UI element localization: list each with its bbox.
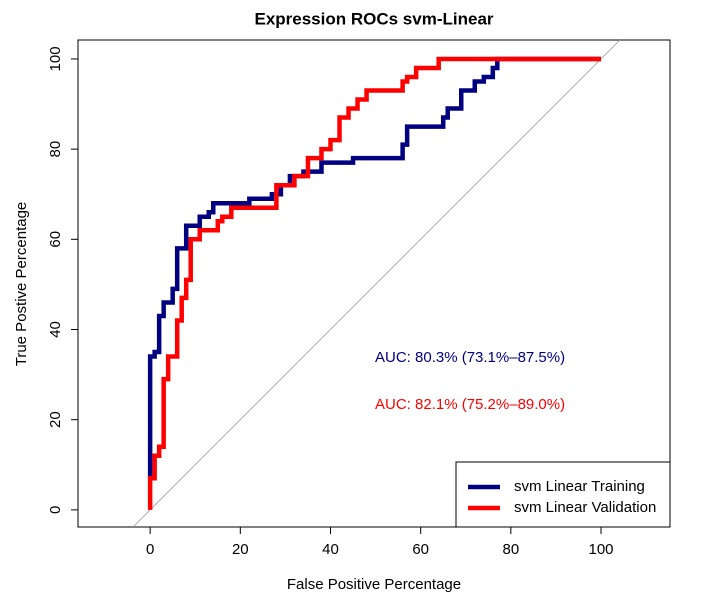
y-tick-label: 40 [47, 321, 64, 338]
plot-frame [77, 39, 671, 528]
annotation: AUC: 80.3% (73.1%–87.5%) [375, 349, 565, 366]
chart-title: Expression ROCs svm-Linear [254, 9, 493, 28]
y-tick-label: 80 [47, 141, 64, 158]
x-tick-label: 40 [322, 541, 339, 558]
x-tick-label: 20 [232, 541, 249, 558]
y-tick-label: 60 [47, 231, 64, 248]
legend-label: svm Linear Training [514, 478, 645, 495]
x-tick-label: 60 [412, 541, 429, 558]
roc-line [147, 56, 602, 510]
annotation: AUC: 82.1% (75.2%–89.0%) [375, 396, 565, 413]
x-tick-label: 80 [502, 541, 519, 558]
x-axis-label: False Positive Percentage [287, 576, 461, 593]
y-tick-label: 100 [47, 46, 64, 71]
legend-label: svm Linear Validation [514, 499, 656, 516]
x-tick-label: 0 [146, 541, 154, 558]
x-tick-label: 100 [589, 541, 614, 558]
y-axis-label: True Postive Percentage [13, 202, 30, 367]
roc-line [147, 56, 602, 479]
reference-diagonal [132, 39, 621, 528]
y-tick-label: 0 [47, 506, 64, 514]
y-tick-label: 20 [47, 411, 64, 428]
